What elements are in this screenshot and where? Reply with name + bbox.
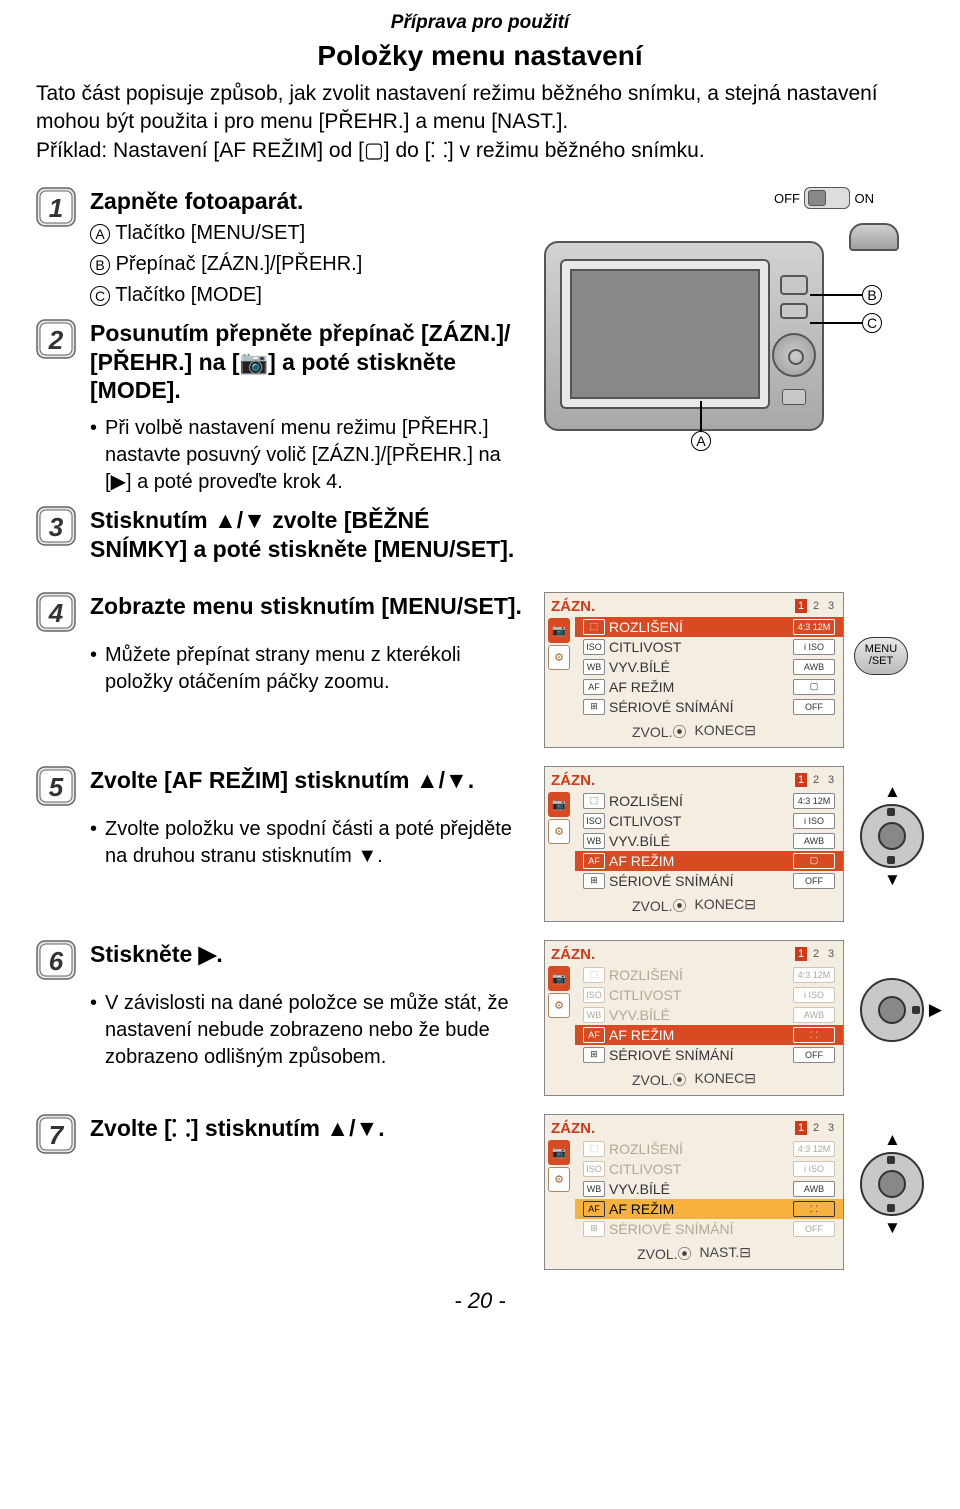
step-5-bullet: Zvolte položku ve spodní části a poté př… [105, 816, 526, 870]
on-label: ON [855, 191, 875, 206]
step-4-title: Zobrazte menu stisknutím [MENU/SET]. [90, 592, 526, 621]
step-6-badge: 6 [36, 940, 76, 980]
step-3-badge: 3 [36, 506, 76, 546]
svg-text:1: 1 [49, 193, 63, 223]
callout-a-icon: A [691, 431, 711, 451]
dpad-right-icon: ▶ [860, 978, 924, 1042]
step-6-title: Stiskněte ▶. [90, 940, 526, 969]
section-header: Příprava pro použití [36, 12, 924, 34]
dpad-up-down-icon: ▲▼ [860, 1152, 924, 1216]
step-4-bullet: Můžete přepínat strany menu z kterékoli … [105, 642, 526, 696]
page-number: - 20 - [36, 1288, 924, 1314]
step-6-bullet: V závislosti na dané položce se může stá… [105, 990, 526, 1071]
label-a-icon: A [90, 224, 110, 244]
step-3-title: Stisknutím ▲/▼ zvolte [BĚŽNÉ SNÍMKY] a p… [90, 506, 526, 564]
screenshot-5: ZÁZN. 123 📷 ⚙ ⬚ROZLIŠENÍ4:3 12MISOCITLIV… [544, 766, 844, 922]
callout-b-icon: B [862, 285, 882, 305]
svg-text:3: 3 [49, 512, 64, 542]
step-2-bullet: Při volbě nastavení menu režimu [PŘEHR.]… [105, 415, 526, 496]
intro-text: Tato část popisuje způsob, jak zvolit na… [36, 80, 924, 165]
step-2-badge: 2 [36, 319, 76, 359]
step-1-c: Tlačítko [MODE] [115, 284, 262, 306]
screenshot-4: ZÁZN. 123 📷 ⚙ ⬚ROZLIŠENÍ4:3 12MISOCITLIV… [544, 592, 844, 748]
svg-text:6: 6 [49, 946, 64, 976]
svg-text:5: 5 [49, 772, 64, 802]
svg-text:2: 2 [48, 325, 64, 355]
step-7-title: Zvolte [⸬] stisknutím ▲/▼. [90, 1114, 526, 1143]
svg-text:4: 4 [48, 598, 64, 628]
step-1-badge: 1 [36, 187, 76, 227]
label-c-icon: C [90, 286, 110, 306]
svg-text:7: 7 [49, 1120, 65, 1150]
step-1-a: Tlačítko [MENU/SET] [115, 222, 305, 244]
step-5-title: Zvolte [AF REŽIM] stisknutím ▲/▼. [90, 766, 526, 795]
label-b-icon: B [90, 255, 110, 275]
screenshot-7: ZÁZN. 123 📷 ⚙ ⬚ROZLIŠENÍ4:3 12MISOCITLIV… [544, 1114, 844, 1270]
off-label: OFF [774, 191, 800, 206]
step-4-badge: 4 [36, 592, 76, 632]
callout-c-icon: C [862, 313, 882, 333]
step-5-badge: 5 [36, 766, 76, 806]
step-1-b: Přepínač [ZÁZN.]/[PŘEHR.] [116, 253, 363, 275]
step-1-title: Zapněte fotoaparát. [90, 187, 526, 216]
step-2-title-a: Posunutím přepněte přepínač [ZÁZN.]/ [90, 319, 526, 348]
camera-illustration: B C A [544, 213, 884, 443]
screenshot-6: ZÁZN. 123 📷 ⚙ ⬚ROZLIŠENÍ4:3 12MISOCITLIV… [544, 940, 844, 1096]
page-title: Položky menu nastavení [36, 40, 924, 72]
dpad-up-down-icon: ▲▼ [860, 804, 924, 868]
step-2-title-b: [PŘEHR.] na [📷] a poté stiskněte [MODE]. [90, 348, 526, 406]
menu-set-button-icon: MENU/SET [854, 637, 908, 675]
step-7-badge: 7 [36, 1114, 76, 1154]
power-switch: OFF ON [774, 187, 874, 209]
